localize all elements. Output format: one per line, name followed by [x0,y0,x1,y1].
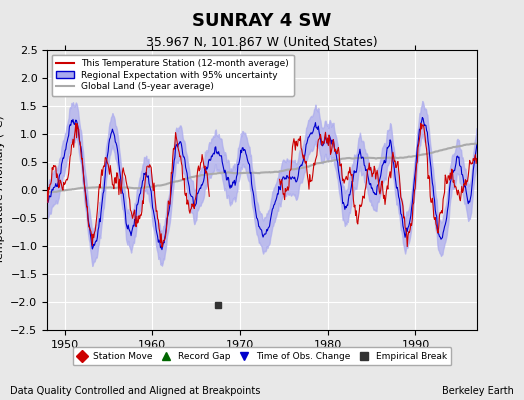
Legend: Station Move, Record Gap, Time of Obs. Change, Empirical Break: Station Move, Record Gap, Time of Obs. C… [73,348,451,366]
Y-axis label: Temperature Anomaly (°C): Temperature Anomaly (°C) [0,116,5,264]
Text: Data Quality Controlled and Aligned at Breakpoints: Data Quality Controlled and Aligned at B… [10,386,261,396]
Text: 35.967 N, 101.867 W (United States): 35.967 N, 101.867 W (United States) [146,36,378,49]
Text: SUNRAY 4 SW: SUNRAY 4 SW [192,12,332,30]
Text: Berkeley Earth: Berkeley Earth [442,386,514,396]
Legend: This Temperature Station (12-month average), Regional Expectation with 95% uncer: This Temperature Station (12-month avera… [52,54,294,96]
